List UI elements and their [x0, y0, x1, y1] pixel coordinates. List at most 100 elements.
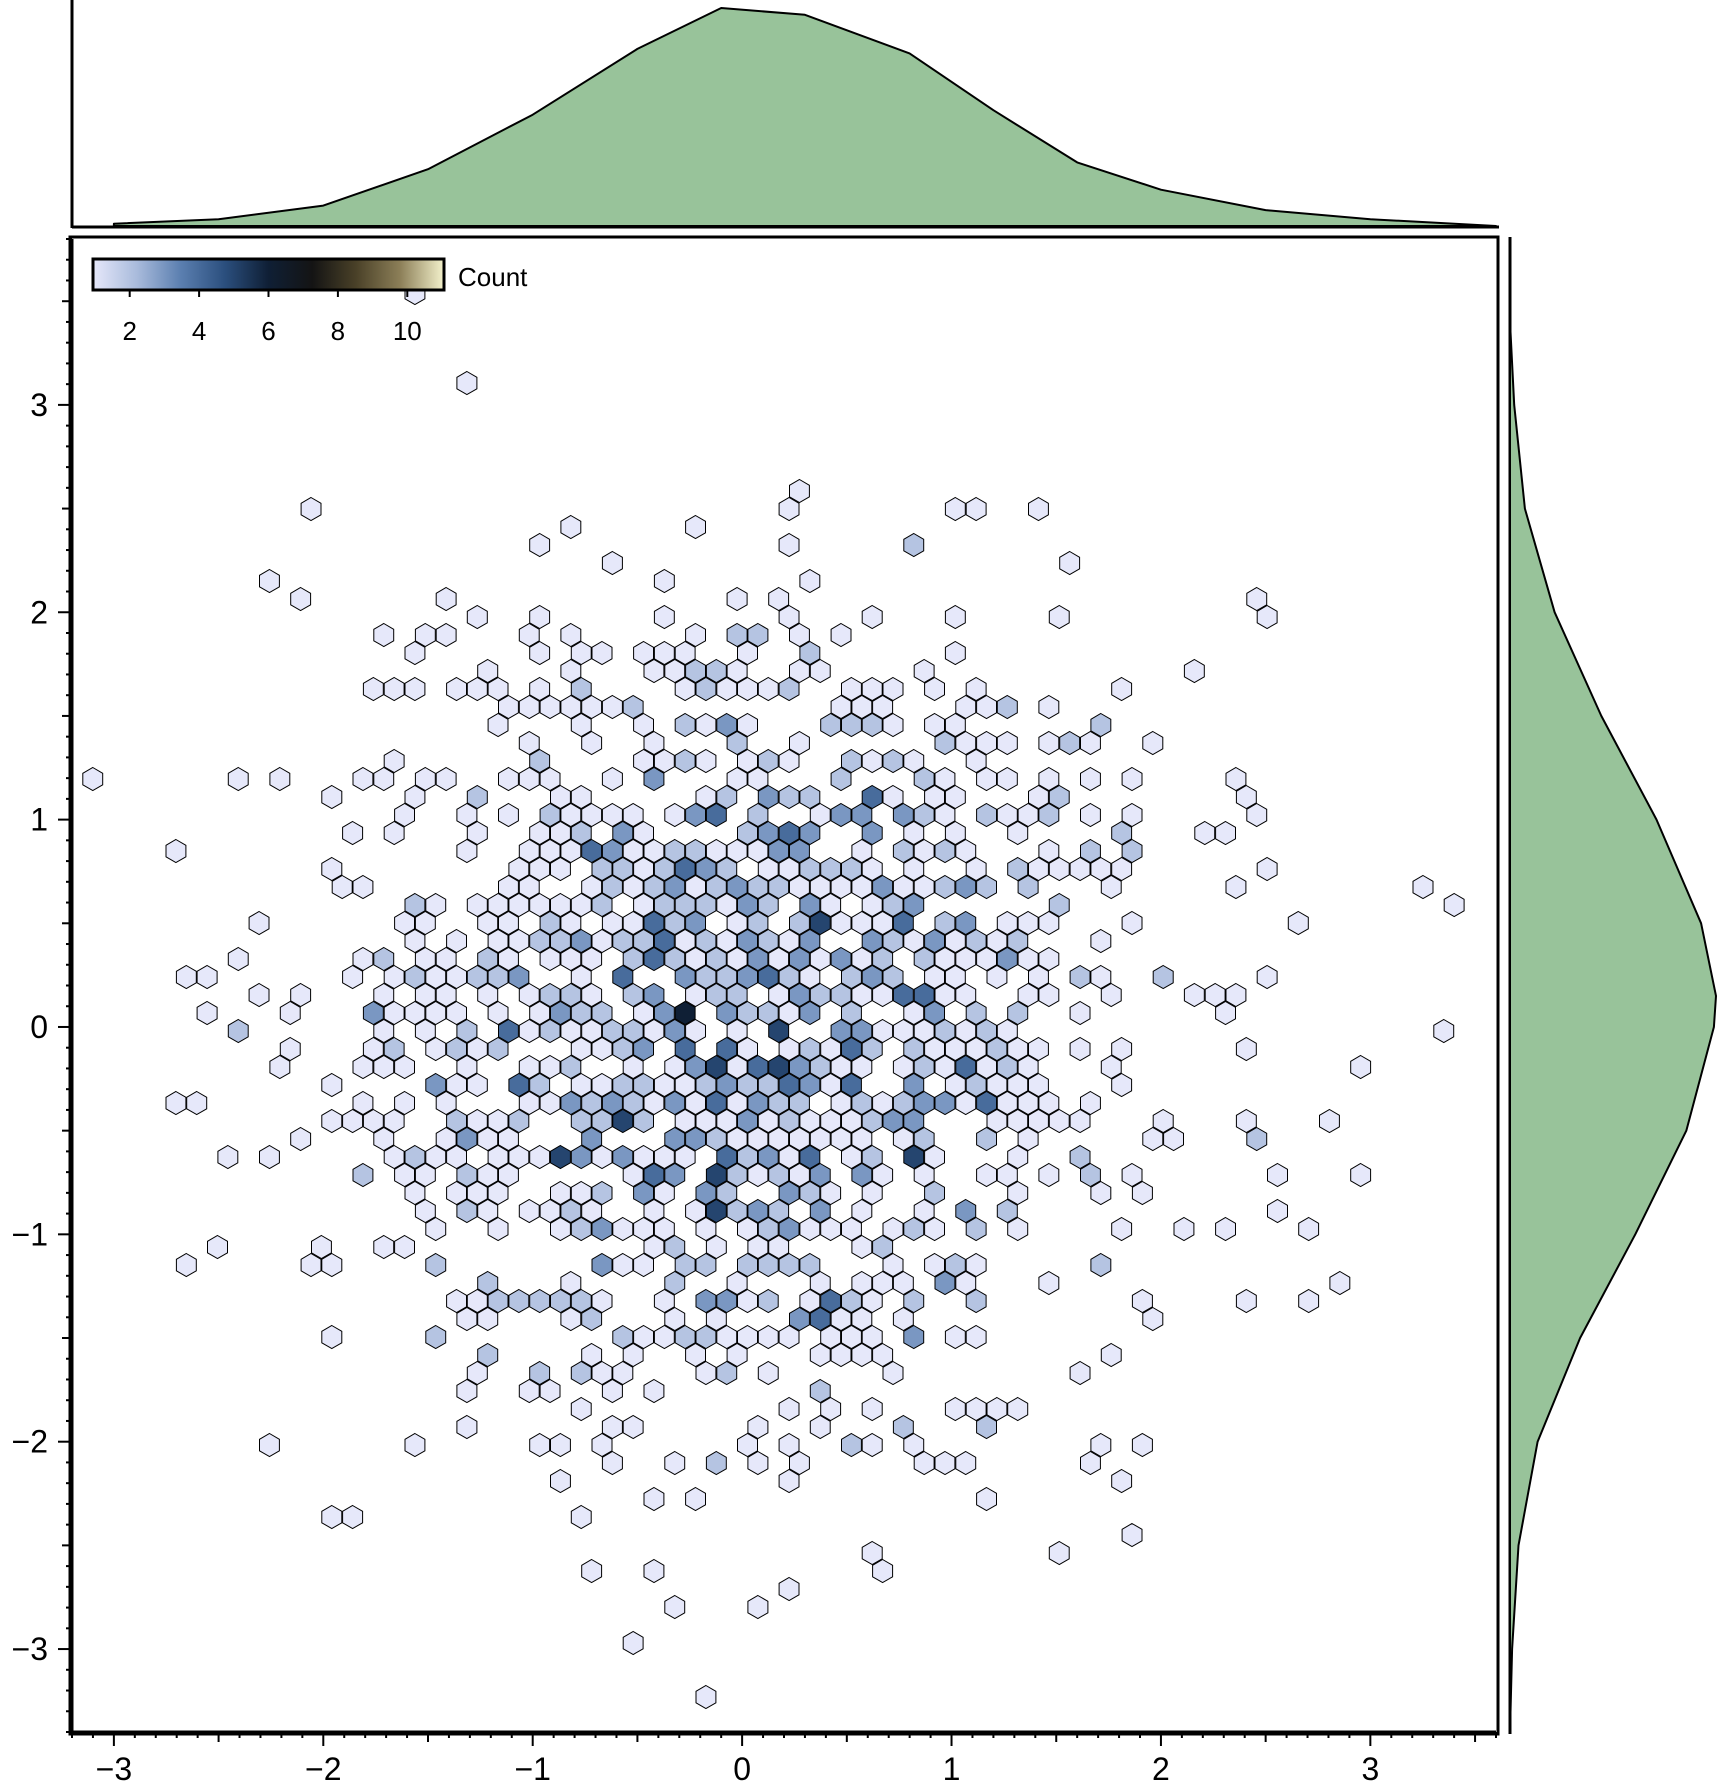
hexbin-cell — [477, 1270, 499, 1296]
hexbin-cell — [612, 1324, 634, 1350]
hexbin-cell — [799, 1072, 821, 1098]
hexbin-cell — [581, 838, 603, 864]
hexbin-cell — [570, 928, 592, 954]
hexbin-cell — [965, 1252, 987, 1278]
hexbin-cell — [591, 1144, 613, 1170]
hexbin-cell — [830, 874, 852, 900]
hexbin-cell — [851, 910, 873, 936]
hexbin-plot-area — [82, 280, 1465, 1710]
hexbin-cell — [643, 766, 665, 792]
hexbin-cell — [425, 1252, 447, 1278]
hexbin-cell — [996, 1162, 1018, 1188]
hexbin-cell — [789, 874, 810, 900]
hexbin-cell — [913, 982, 935, 1008]
hexbin-cell — [560, 910, 582, 936]
hexbin-cell — [622, 1054, 644, 1080]
hexbin-cell — [1111, 820, 1133, 846]
hexbin-cell — [1069, 1000, 1091, 1026]
hexbin-cell — [456, 1414, 478, 1440]
hexbin-cell — [872, 1018, 894, 1044]
hexbin-cell — [1038, 802, 1060, 828]
hexbin-cell — [529, 1288, 551, 1314]
hexbin-cell — [633, 928, 654, 954]
hexbin-cell — [872, 1090, 894, 1116]
hexbin-cell — [778, 1108, 800, 1134]
hexbin-cell — [518, 1054, 540, 1080]
hexbin-cell — [747, 1126, 769, 1152]
hexbin-cell — [903, 1108, 925, 1134]
hexbin-cell — [477, 1342, 499, 1368]
hexbin-cell — [799, 856, 821, 882]
hexbin-cell — [955, 1018, 977, 1044]
hexbin-cell — [799, 1108, 821, 1134]
hexbin-cell — [290, 586, 312, 612]
hexbin-cell — [414, 1018, 436, 1044]
hexbin-cell — [965, 1036, 987, 1062]
hexbin-cell — [508, 1288, 530, 1314]
colorbar: Count 2 4 6 8 10 — [91, 257, 528, 346]
hexbin-cell — [892, 982, 914, 1008]
hexbin-cell — [965, 1396, 987, 1422]
hexbin-cell — [674, 928, 696, 954]
hexbin-cell — [841, 712, 862, 738]
hexbin-cell — [383, 748, 405, 774]
hexbin-cell — [601, 1414, 623, 1440]
colorbar-tick-label: 6 — [261, 316, 275, 346]
hexbin-cell — [716, 1180, 738, 1206]
hexbin-cell — [570, 640, 592, 666]
hexbin-cell — [518, 1198, 540, 1224]
hexbin-cell — [737, 712, 758, 738]
hexbin-cell — [1080, 1090, 1101, 1116]
hexbin-cell — [757, 1252, 779, 1278]
hexbin-cell — [716, 856, 738, 882]
hexbin-cell — [1038, 982, 1060, 1008]
hexbin-cell — [1194, 820, 1216, 846]
hexbin-cell — [799, 1252, 821, 1278]
hexbin-cell — [757, 1000, 779, 1026]
y-tick-label: −1 — [12, 1216, 48, 1252]
hexbin-cell — [435, 766, 457, 792]
hexbin-cell — [1007, 1396, 1029, 1422]
hexbin-cell — [633, 1108, 654, 1134]
hexbin-cell — [986, 964, 1008, 990]
hexbin-cell — [321, 1504, 343, 1530]
hexbin-cell — [1007, 1108, 1029, 1134]
hexbin-cell — [383, 1000, 405, 1026]
hexbin-cell — [1017, 1054, 1039, 1080]
hexbin-cell — [955, 838, 977, 864]
colorbar-tick-label: 4 — [192, 316, 206, 346]
hexbin-cell — [227, 766, 249, 792]
hexbin-cell — [570, 892, 592, 918]
hexbin-cell — [705, 982, 727, 1008]
hexbin-cell — [394, 802, 415, 828]
hexbin-cell — [861, 1432, 883, 1458]
hexbin-cell — [581, 1558, 603, 1584]
hexbin-cell — [269, 766, 291, 792]
hexbin-cell — [456, 802, 478, 828]
hexbin-cell — [913, 1090, 935, 1116]
hexbin-cell — [498, 946, 519, 972]
hexbin-cell — [622, 802, 644, 828]
hexbin-cell — [695, 1252, 717, 1278]
hexbin-cell — [653, 1180, 675, 1206]
hexbin-cell — [498, 1126, 519, 1152]
hexbin-cell — [737, 1108, 758, 1134]
hexbin-cell — [799, 1180, 821, 1206]
hexbin-cell — [1350, 1054, 1372, 1080]
hexbin-cell — [581, 874, 603, 900]
hexbin-cell — [820, 1108, 842, 1134]
hexbin-cell — [279, 1000, 301, 1026]
hexbin-cell — [581, 802, 603, 828]
hexbin-cell — [1017, 1090, 1039, 1116]
hexbin-cell — [601, 1090, 623, 1116]
hexbin-cell — [518, 874, 540, 900]
hexbin-cell — [747, 946, 769, 972]
hexbin-cell — [1111, 856, 1133, 882]
hexbin-cell — [768, 1162, 790, 1188]
hexbin-cell — [674, 1144, 696, 1170]
hexbin-cell — [737, 964, 758, 990]
hexbin-cell — [175, 1252, 197, 1278]
hexbin-cell — [976, 730, 997, 756]
hexbin-cell — [851, 982, 873, 1008]
hexbin-cell — [1080, 1450, 1101, 1476]
